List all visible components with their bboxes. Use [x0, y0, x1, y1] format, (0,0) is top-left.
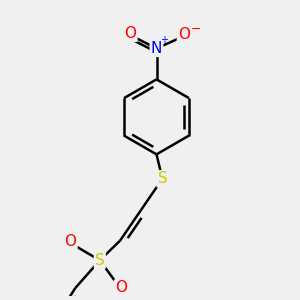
Text: +: + [160, 35, 168, 45]
Text: S: S [95, 253, 105, 268]
Text: O: O [124, 26, 136, 41]
Text: O: O [178, 27, 190, 42]
Text: O: O [64, 234, 76, 249]
Text: S: S [158, 171, 167, 186]
Text: O: O [115, 280, 127, 296]
Text: −: − [191, 23, 201, 36]
Text: N: N [151, 41, 162, 56]
